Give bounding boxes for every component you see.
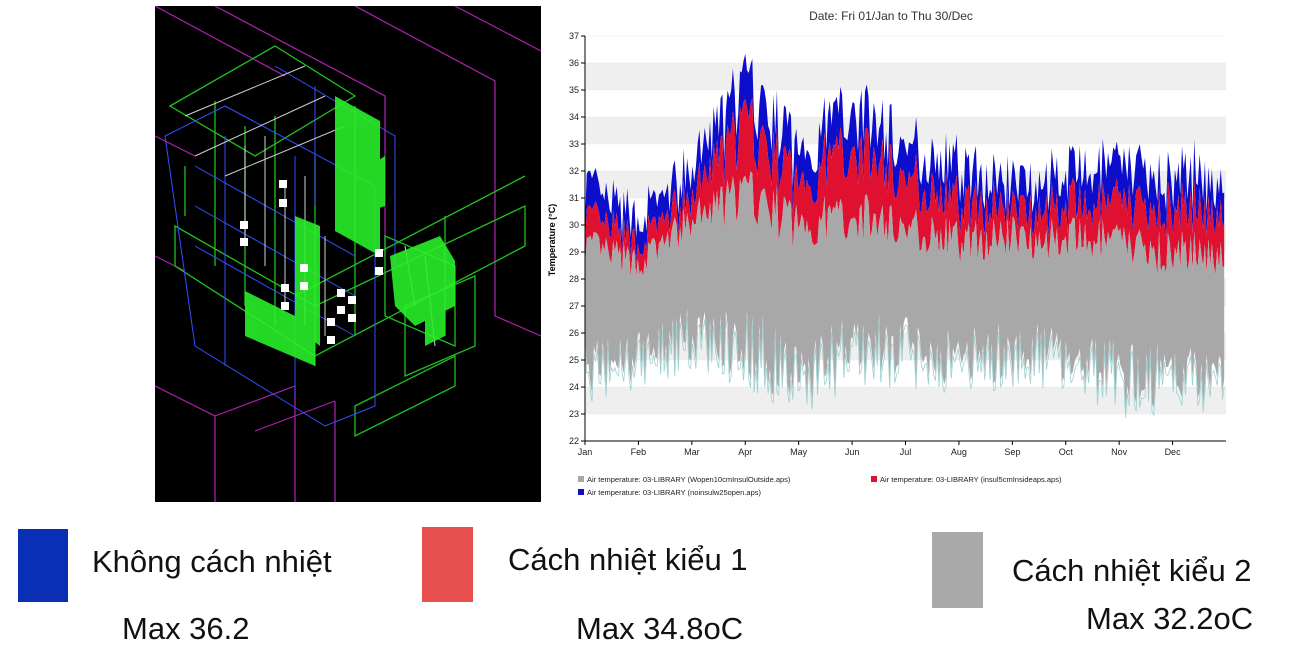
- legend-entry-label: Air temperature: 03-LIBRARY (noinsulw25o…: [587, 488, 761, 497]
- y-tick-label: 23: [569, 409, 579, 419]
- building-model-view: [155, 6, 541, 502]
- legend-max-insulation-type2: Max 32.2oC: [1086, 601, 1254, 636]
- legend-entry-swatch: [871, 476, 877, 482]
- legend-entry-label: Air temperature: 03-LIBRARY (Wopen10cmIn…: [587, 475, 791, 484]
- x-tick-label: Feb: [631, 447, 647, 457]
- y-tick-label: 35: [569, 85, 579, 95]
- temperature-chart: Date: Fri 01/Jan to Thu 30/Dec Temperatu…: [541, 0, 1241, 505]
- y-tick-label: 31: [569, 193, 579, 203]
- series-min-line: [584, 316, 1225, 419]
- y-tick-label: 28: [569, 274, 579, 284]
- y-tick-label: 36: [569, 58, 579, 68]
- y-axis-label: Temperature (°C): [547, 204, 557, 276]
- series-area-insulation-type1: [585, 97, 1225, 277]
- x-tick-label: Apr: [738, 447, 752, 457]
- legend-max-insulation-type1: Max 34.8oC: [576, 611, 744, 646]
- legend-entry-swatch: [578, 476, 584, 482]
- x-tick-label: Sep: [1004, 447, 1020, 457]
- y-tick-label: 29: [569, 247, 579, 257]
- y-tick-label: 24: [569, 382, 579, 392]
- y-tick-label: 37: [569, 31, 579, 41]
- y-tick-label: 32: [569, 166, 579, 176]
- series-area-insulation-type2: [585, 171, 1225, 410]
- y-tick-label: 26: [569, 328, 579, 338]
- legend-label-insulation-type1: Cách nhiệt kiểu 1: [508, 542, 748, 577]
- grid-band: [585, 117, 1226, 144]
- x-tick-label: Oct: [1059, 447, 1074, 457]
- x-tick-label: Dec: [1165, 447, 1182, 457]
- y-tick-label: 33: [569, 139, 579, 149]
- x-tick-label: Nov: [1111, 447, 1128, 457]
- legend-entry-label: Air temperature: 03-LIBRARY (insul5cmIns…: [880, 475, 1062, 484]
- legend-entry-swatch: [578, 489, 584, 495]
- legend-label-insulation-type2: Cách nhiệt kiểu 2: [1012, 553, 1252, 588]
- x-tick-label: Jul: [900, 447, 912, 457]
- legend-swatch-no-insulation: [18, 529, 68, 602]
- chart-title: Date: Fri 01/Jan to Thu 30/Dec: [809, 9, 973, 23]
- building-3d-wireframe-icon: [155, 6, 541, 502]
- y-tick-label: 27: [569, 301, 579, 311]
- y-tick-label: 22: [569, 436, 579, 446]
- x-tick-label: Mar: [684, 447, 700, 457]
- series-area-no-insulation: [585, 53, 1225, 264]
- legend-swatch-insulation-type1: [422, 527, 473, 602]
- x-tick-label: May: [790, 447, 808, 457]
- y-tick-label: 30: [569, 220, 579, 230]
- y-tick-label: 25: [569, 355, 579, 365]
- legend-label-no-insulation: Không cách nhiệt: [92, 544, 332, 579]
- y-tick-label: 34: [569, 112, 579, 122]
- chart-svg: Date: Fri 01/Jan to Thu 30/Dec Temperatu…: [547, 9, 1226, 497]
- legend-max-no-insulation: Max 36.2: [122, 611, 250, 646]
- x-tick-label: Jun: [845, 447, 860, 457]
- x-tick-label: Jan: [578, 447, 593, 457]
- x-tick-label: Aug: [951, 447, 967, 457]
- legend-swatch-insulation-type2: [932, 532, 983, 608]
- grid-band: [585, 63, 1226, 90]
- grid-band: [585, 387, 1226, 414]
